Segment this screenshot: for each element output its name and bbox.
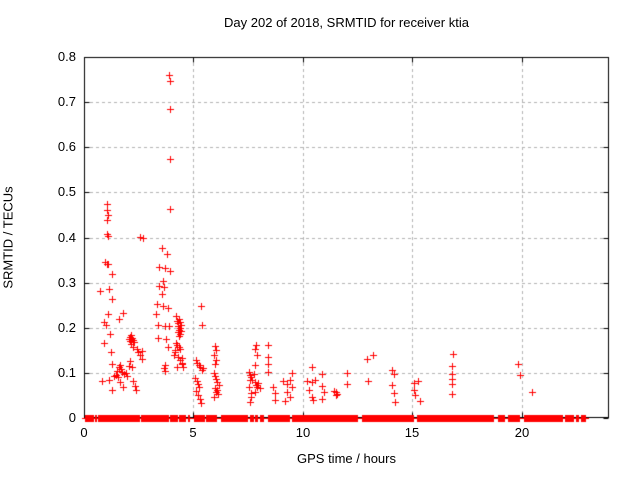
y-tick-label: 0.5 (57, 184, 76, 199)
chart-title: Day 202 of 2018, SRMTID for receiver kti… (224, 15, 469, 30)
y-tick-label: 0 (68, 410, 76, 425)
x-tick-label: 20 (514, 425, 530, 440)
y-tick-label: 0.4 (57, 230, 76, 245)
y-tick-label: 0.7 (57, 94, 76, 109)
x-tick-label: 10 (295, 425, 311, 440)
y-tick-label: 0.8 (57, 49, 76, 64)
x-tick-label: 5 (189, 425, 197, 440)
y-tick-label: 0.3 (57, 275, 76, 290)
y-axis-label: SRMTID / TECUs (0, 186, 16, 289)
y-tick-label: 0.6 (57, 139, 76, 154)
x-tick-label: 0 (80, 425, 88, 440)
x-tick-label: 15 (404, 425, 420, 440)
y-tick-label: 0.1 (57, 365, 76, 380)
y-tick-label: 0.2 (57, 320, 76, 335)
x-axis-label: GPS time / hours (297, 451, 396, 466)
